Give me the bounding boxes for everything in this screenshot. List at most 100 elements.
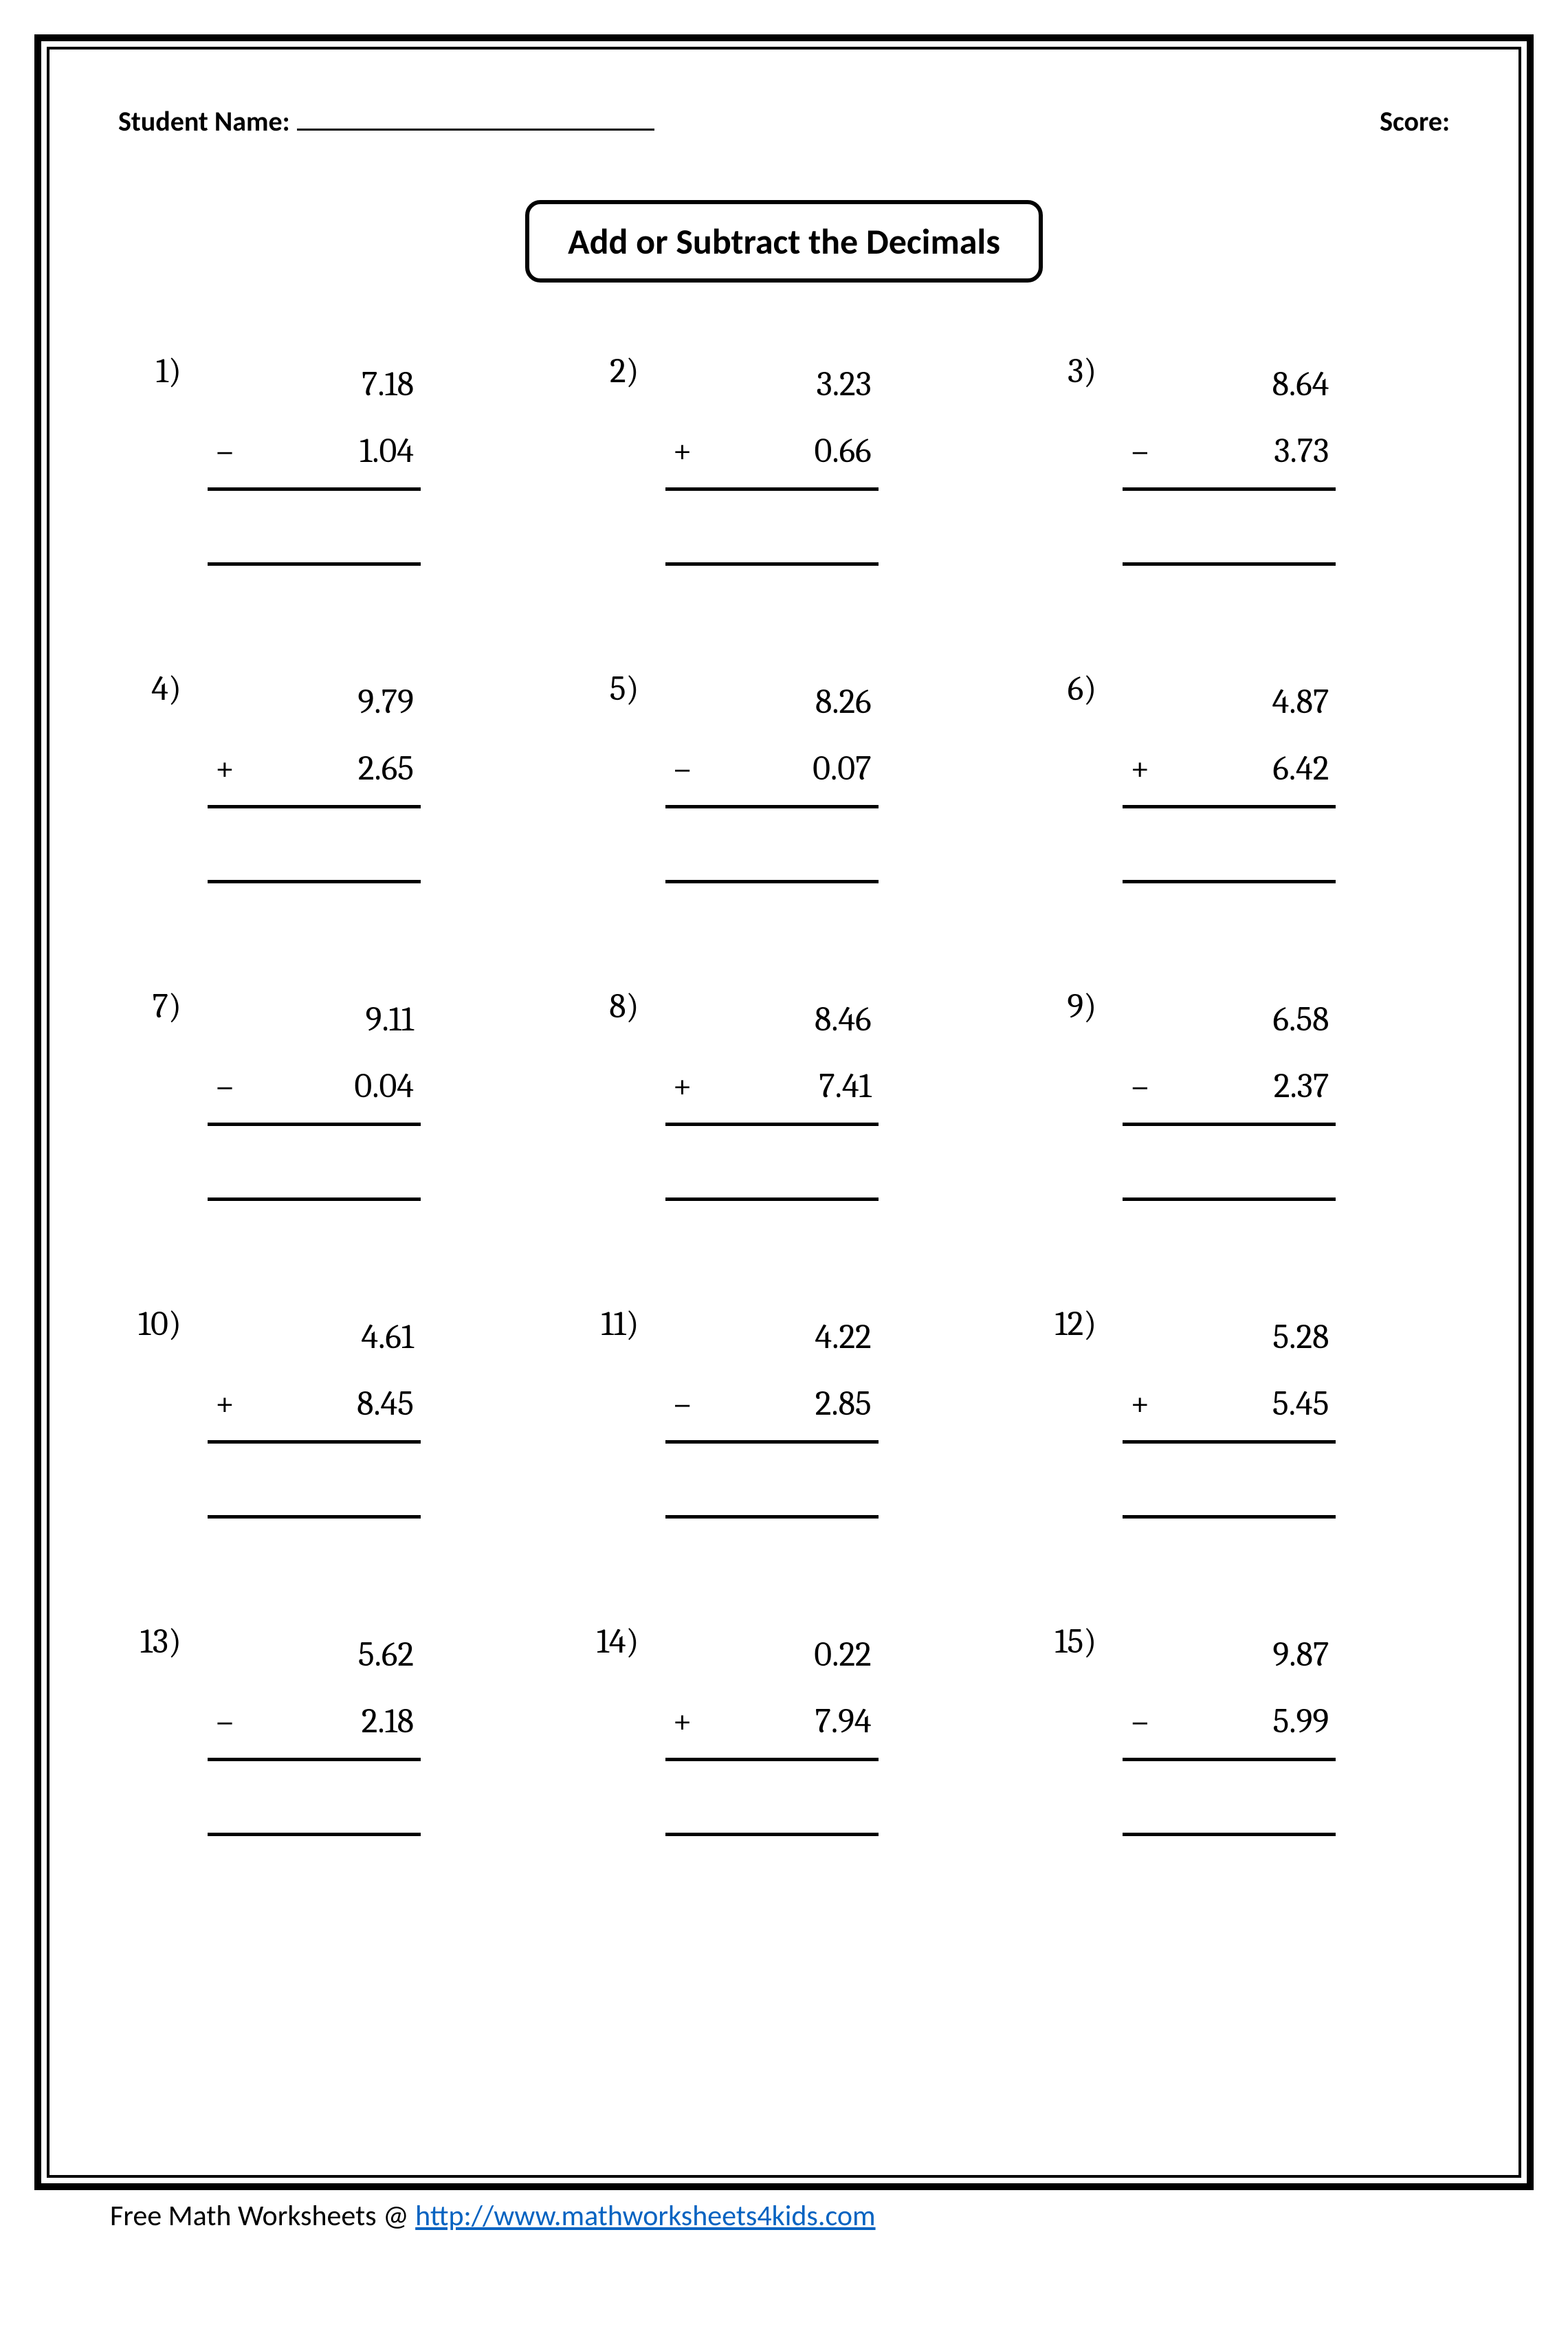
operand-bottom: 2.85 xyxy=(700,1375,872,1433)
operator: + xyxy=(208,740,242,798)
problem-body: 4.22–2.85 xyxy=(652,1304,892,1519)
operand-top-row: 9.11 xyxy=(194,986,434,1053)
answer-blank[interactable] xyxy=(1109,1444,1349,1512)
answer-blank[interactable] xyxy=(652,1761,892,1830)
operator: – xyxy=(1123,1057,1157,1116)
problem-body: 9.79+2.65 xyxy=(194,669,434,883)
problem-body: 8.64–3.73 xyxy=(1109,351,1349,566)
operand-top-row: 7.18 xyxy=(194,351,434,418)
answer-blank[interactable] xyxy=(1109,1126,1349,1195)
problem-number: 7) xyxy=(118,986,194,1026)
operand-top-row: 4.61 xyxy=(194,1304,434,1371)
answer-rule xyxy=(208,1515,421,1519)
operator: + xyxy=(665,1057,700,1116)
operand-top: 3.23 xyxy=(700,355,872,414)
answer-rule xyxy=(665,880,879,883)
operand-bottom: 6.42 xyxy=(1157,740,1329,798)
operand-top: 7.18 xyxy=(242,355,414,414)
operand-bottom-row: –3.73 xyxy=(1109,418,1349,485)
operand-top-row: 9.87 xyxy=(1109,1622,1349,1688)
answer-rule xyxy=(665,1515,879,1519)
operator: – xyxy=(665,740,700,798)
operand-top: 0.22 xyxy=(700,1626,872,1684)
answer-rule xyxy=(208,880,421,883)
problem: 13)5.62–2.18 xyxy=(118,1622,535,1836)
problem-body: 8.46+7.41 xyxy=(652,986,892,1201)
operand-top-row: 3.23 xyxy=(652,351,892,418)
answer-rule xyxy=(665,562,879,566)
header-row: Student Name: Score: xyxy=(118,104,1450,138)
problem-body: 4.61+8.45 xyxy=(194,1304,434,1519)
operand-bottom-row: –2.18 xyxy=(194,1688,434,1755)
operator: + xyxy=(665,1692,700,1751)
operator: + xyxy=(1123,740,1157,798)
operator: – xyxy=(665,1375,700,1433)
problem-number: 8) xyxy=(576,986,652,1026)
operand-bottom: 0.66 xyxy=(700,422,872,481)
operand-bottom: 5.45 xyxy=(1157,1375,1329,1433)
answer-rule xyxy=(208,1197,421,1201)
problem-body: 5.28+5.45 xyxy=(1109,1304,1349,1519)
problem-number: 1) xyxy=(118,351,194,391)
answer-blank[interactable] xyxy=(1109,808,1349,877)
footer-link[interactable]: http://www.mathworksheets4kids.com xyxy=(415,2198,875,2233)
problem-number: 14) xyxy=(576,1622,652,1662)
problem-number: 3) xyxy=(1033,351,1109,391)
problem-body: 8.26–0.07 xyxy=(652,669,892,883)
answer-blank[interactable] xyxy=(652,1444,892,1512)
operand-top-row: 5.28 xyxy=(1109,1304,1349,1371)
problem-number: 4) xyxy=(118,669,194,709)
answer-blank[interactable] xyxy=(194,1761,434,1830)
operator: – xyxy=(208,422,242,481)
operand-top: 5.28 xyxy=(1157,1308,1329,1367)
problem: 1)7.18–1.04 xyxy=(118,351,535,566)
problem-body: 7.18–1.04 xyxy=(194,351,434,566)
problem: 9)6.58–2.37 xyxy=(1033,986,1450,1201)
answer-rule xyxy=(1123,562,1336,566)
answer-rule xyxy=(208,1833,421,1836)
problem: 3)8.64–3.73 xyxy=(1033,351,1450,566)
problem-number: 12) xyxy=(1033,1304,1109,1344)
operand-bottom-row: +6.42 xyxy=(1109,736,1349,802)
operand-top: 5.62 xyxy=(242,1626,414,1684)
operator: + xyxy=(1123,1375,1157,1433)
problem-body: 3.23+0.66 xyxy=(652,351,892,566)
footer-prefix: Free Math Worksheets @ xyxy=(110,2198,415,2233)
student-name-field: Student Name: xyxy=(118,104,654,138)
operand-bottom: 3.73 xyxy=(1157,422,1329,481)
problem-number: 5) xyxy=(576,669,652,709)
operator: – xyxy=(1123,1692,1157,1751)
answer-blank[interactable] xyxy=(652,808,892,877)
answer-blank[interactable] xyxy=(194,1126,434,1195)
problem: 7)9.11–0.04 xyxy=(118,986,535,1201)
answer-blank[interactable] xyxy=(652,1126,892,1195)
problem-number: 15) xyxy=(1033,1622,1109,1662)
operand-bottom-row: +7.41 xyxy=(652,1053,892,1120)
problem-body: 6.58–2.37 xyxy=(1109,986,1349,1201)
answer-blank[interactable] xyxy=(194,1444,434,1512)
operand-top-row: 9.79 xyxy=(194,669,434,736)
problem: 2)3.23+0.66 xyxy=(576,351,993,566)
problem-body: 9.87–5.99 xyxy=(1109,1622,1349,1836)
problem-number: 6) xyxy=(1033,669,1109,709)
operand-top: 4.61 xyxy=(242,1308,414,1367)
operand-top: 9.87 xyxy=(1157,1626,1329,1684)
answer-rule xyxy=(665,1197,879,1201)
problem-number: 11) xyxy=(576,1304,652,1344)
operand-top-row: 4.87 xyxy=(1109,669,1349,736)
answer-blank[interactable] xyxy=(194,491,434,560)
operator: – xyxy=(208,1692,242,1751)
operand-bottom-row: –2.85 xyxy=(652,1371,892,1437)
operand-top: 6.58 xyxy=(1157,991,1329,1049)
answer-blank[interactable] xyxy=(1109,491,1349,560)
operand-top: 4.22 xyxy=(700,1308,872,1367)
operand-bottom-row: +8.45 xyxy=(194,1371,434,1437)
student-name-blank[interactable] xyxy=(297,106,654,131)
problem-number: 10) xyxy=(118,1304,194,1344)
operand-bottom-row: –5.99 xyxy=(1109,1688,1349,1755)
answer-blank[interactable] xyxy=(194,808,434,877)
operand-top-row: 8.46 xyxy=(652,986,892,1053)
answer-blank[interactable] xyxy=(652,491,892,560)
operand-bottom-row: –0.07 xyxy=(652,736,892,802)
answer-blank[interactable] xyxy=(1109,1761,1349,1830)
